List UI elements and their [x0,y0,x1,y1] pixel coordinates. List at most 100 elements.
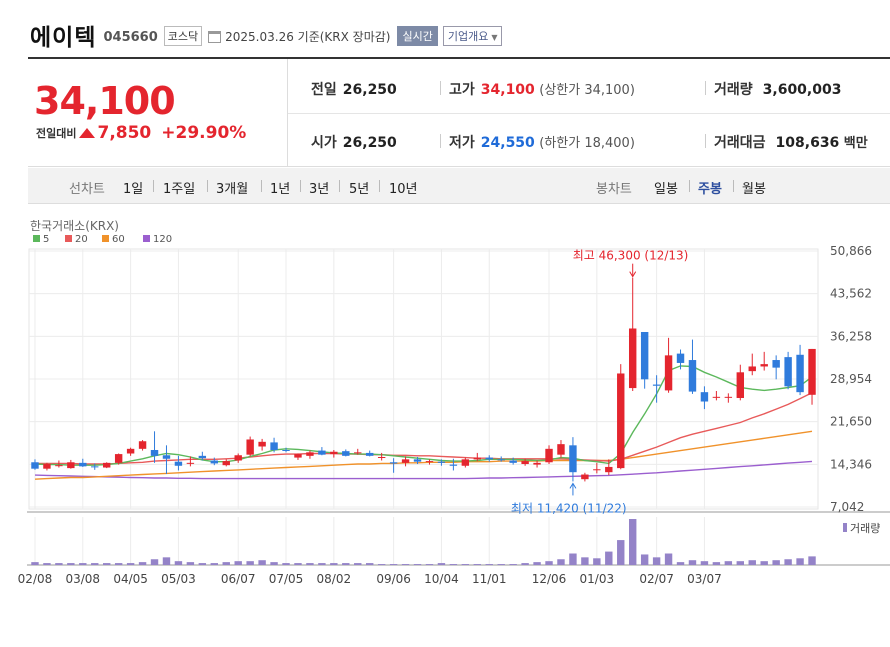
candle [318,447,326,456]
x-tick-label: 12/06 [532,572,567,586]
candle [258,438,266,451]
candle-body [234,455,242,461]
volume-bar [796,558,804,565]
tab-period-3y[interactable]: 3년 [309,182,330,197]
chart-legend: 5 20 60 120 [33,234,172,245]
candle [102,462,111,469]
tab-period-1w[interactable]: 1주일 [163,182,196,197]
candle [724,393,733,403]
volume-bar [724,561,733,565]
volume-bar [258,560,266,565]
volume-bar [413,564,422,565]
high-price: 고가 34,100 (상한가 34,100) [449,79,635,99]
diff-label: 전일대비 [36,127,77,140]
legend-swatch [65,235,72,242]
volume-bar [174,561,183,565]
candle-body [700,392,709,402]
candle [79,458,87,467]
candle [652,375,661,403]
candle-body [282,449,290,451]
chart-tab-bar: 선차트 1일 1주일 3개월 1년 3년 5년 10년 봉차트 일봉 주봉 월봉 [28,168,890,204]
y-tick-label: 7,042 [830,500,864,514]
candle-body [306,452,314,456]
x-tick-label: 11/01 [472,572,507,586]
legend-label: 120 [153,234,172,245]
tab-period-3m[interactable]: 3개월 [216,182,249,197]
candle-body [413,459,422,462]
divider [153,180,154,192]
min-arrow-head-icon [569,482,577,489]
candle-body [712,396,721,398]
volume: 거래량 3,600,003 [714,79,841,99]
candle-body [461,459,470,466]
candle [676,349,685,370]
candle [485,455,493,462]
candle-body [377,457,386,459]
realtime-button[interactable]: 실시간 [397,26,438,46]
stock-chart: 한국거래소(KRX) 5 20 60 120 최고 46,300 (12/13) 최저 … [18,219,890,586]
candle [413,457,422,465]
candle-body [246,439,254,455]
candle-body [126,448,135,454]
tab-period-10y[interactable]: 10년 [389,182,418,197]
candle [509,457,517,465]
candle [437,459,446,466]
volume-bar [521,563,529,565]
volume-bar [617,540,625,565]
legend-swatch [102,235,109,242]
volume-bar [306,563,314,565]
candle-body [664,355,673,391]
candles [31,277,816,482]
volume-bar [150,559,159,565]
tab-candle-monthly[interactable]: 월봉 [742,182,766,197]
price-summary: 34,100 전일대비 7,850 +29.90% 전일 26,250 고가 34,… [28,57,890,167]
candle [473,452,482,462]
legend-label: 5 [43,234,49,245]
candle [605,459,613,476]
volume-bar [497,564,505,565]
candle [174,455,183,471]
volume-bar [569,553,577,565]
volume-bar [234,561,242,565]
candle [43,462,51,471]
candle-body [79,462,87,467]
change-value: 7,850 [97,123,152,143]
candle [55,460,63,468]
tab-period-1d[interactable]: 1일 [123,182,144,197]
tab-candle-daily[interactable]: 일봉 [654,182,678,197]
volume-bar [473,564,482,565]
amount-label: 거래대금 [714,135,766,151]
stock-code: 045660 [103,29,158,45]
volume-bar [700,561,709,565]
candle-body [533,462,541,465]
candle-body [688,360,697,392]
candle [150,431,159,463]
ma5-line [34,365,813,466]
company-overview-button[interactable]: 기업개요 ▼ [442,26,503,46]
candle-body [784,357,792,387]
volume-bar [126,563,135,565]
volume-legend-swatch [843,523,847,532]
candle [628,277,637,391]
volume-bar [114,563,123,565]
candle-body [174,461,183,466]
price-change: 전일대비 7,850 +29.90% [36,123,246,143]
tab-period-5y[interactable]: 5년 [349,182,370,197]
volume-bar [664,553,673,565]
max-annotation: 최고 46,300 (12/13) [573,249,689,263]
candle-body [796,354,804,393]
volume-bar [652,557,661,565]
candle [760,351,768,371]
volume-bar [808,556,816,565]
low-value: 24,550 [480,135,535,151]
market-badge: 코스닥 [163,26,203,46]
candle-body [294,454,302,458]
candle [533,460,541,468]
tab-candle-weekly[interactable]: 주봉 [698,182,722,197]
candle [796,344,804,396]
company-overview-label: 기업개요 [447,30,489,43]
tab-period-1y[interactable]: 1년 [270,182,291,197]
candle [342,449,350,457]
candle [521,458,529,466]
volume-bars: 거래량 [31,519,880,565]
